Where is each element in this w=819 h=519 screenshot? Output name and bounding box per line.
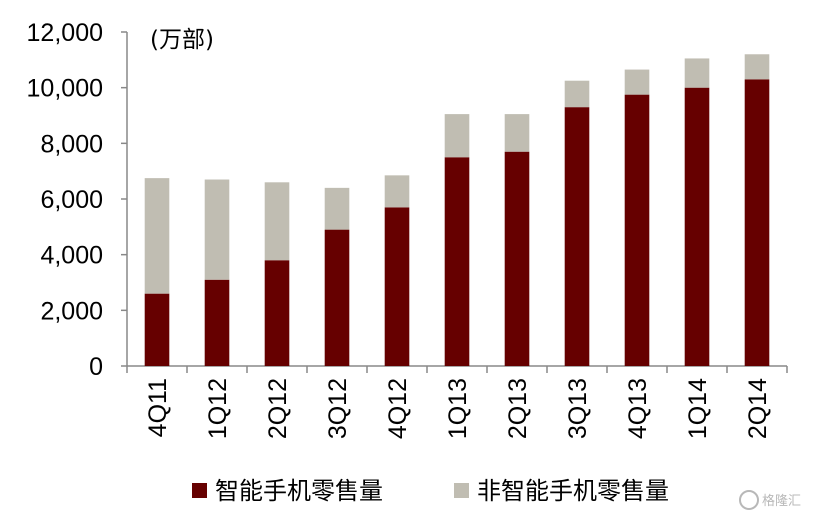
bar-smartphone bbox=[744, 79, 770, 367]
y-tick-label: 10,000 bbox=[27, 75, 103, 103]
bar-non-smartphone bbox=[444, 114, 470, 158]
y-tick-label: 8,000 bbox=[40, 130, 103, 158]
bar-smartphone bbox=[264, 260, 290, 366]
y-tick-label: 6,000 bbox=[40, 186, 103, 214]
x-tick-label: 4Q12 bbox=[384, 378, 412, 439]
x-tick-label: 2Q12 bbox=[264, 378, 292, 439]
bar-smartphone bbox=[384, 207, 410, 366]
legend-swatch-smartphone bbox=[192, 483, 207, 498]
legend-label-non-smartphone: 非智能手机零售量 bbox=[477, 477, 669, 505]
y-tick-label: 12,000 bbox=[27, 19, 103, 47]
x-tick-label: 1Q14 bbox=[684, 378, 712, 439]
x-tick-label: 4Q11 bbox=[144, 378, 172, 437]
bar-non-smartphone bbox=[264, 182, 290, 261]
bar-smartphone bbox=[624, 94, 650, 366]
bar-non-smartphone bbox=[744, 54, 770, 80]
x-axis: 4Q11 1Q12 2Q12 3Q12 4Q12 1Q13 2Q13 3Q13 4Q13 1Q14… bbox=[126, 365, 788, 439]
y-tick-label: 0 bbox=[89, 353, 103, 381]
y-tick-label: 4,000 bbox=[40, 242, 103, 270]
bar-non-smartphone bbox=[324, 187, 350, 230]
bar-smartphone bbox=[444, 157, 470, 366]
bar-smartphone bbox=[324, 229, 350, 366]
bar-non-smartphone bbox=[564, 80, 590, 108]
bar-non-smartphone bbox=[684, 58, 710, 88]
x-tick-label: 3Q13 bbox=[564, 378, 592, 439]
x-tick-label: 3Q12 bbox=[324, 378, 352, 439]
legend-swatch-non-smartphone bbox=[454, 483, 469, 498]
x-tick-label: 1Q12 bbox=[204, 378, 232, 439]
bar-non-smartphone bbox=[624, 69, 650, 95]
x-tick-label: 2Q13 bbox=[504, 378, 532, 439]
bar-smartphone bbox=[504, 151, 530, 366]
bar-non-smartphone bbox=[144, 178, 170, 294]
bar-smartphone bbox=[144, 293, 170, 366]
bar-smartphone bbox=[684, 87, 710, 367]
unit-label: (万部) bbox=[150, 27, 214, 53]
bar-non-smartphone bbox=[384, 175, 410, 208]
y-axis: 0 2,000 4,000 6,000 8,000 10,000 12,000 bbox=[27, 19, 128, 381]
bar-smartphone bbox=[204, 279, 230, 366]
watermark-text: 格隆汇 bbox=[762, 493, 801, 509]
y-tick-label: 2,000 bbox=[40, 297, 103, 325]
x-tick-label: 4Q13 bbox=[624, 378, 652, 439]
bars bbox=[144, 54, 770, 367]
x-tick-label: 2Q14 bbox=[744, 378, 772, 439]
bar-non-smartphone bbox=[504, 114, 530, 152]
legend-label-smartphone: 智能手机零售量 bbox=[215, 477, 383, 505]
legend: 智能手机零售量 非智能手机零售量 bbox=[192, 477, 669, 505]
x-tick-label: 1Q13 bbox=[444, 378, 472, 439]
watermark: 格隆汇 bbox=[739, 490, 801, 510]
bar-smartphone bbox=[564, 107, 590, 367]
logo-icon bbox=[739, 490, 759, 510]
bar-non-smartphone bbox=[204, 179, 230, 280]
